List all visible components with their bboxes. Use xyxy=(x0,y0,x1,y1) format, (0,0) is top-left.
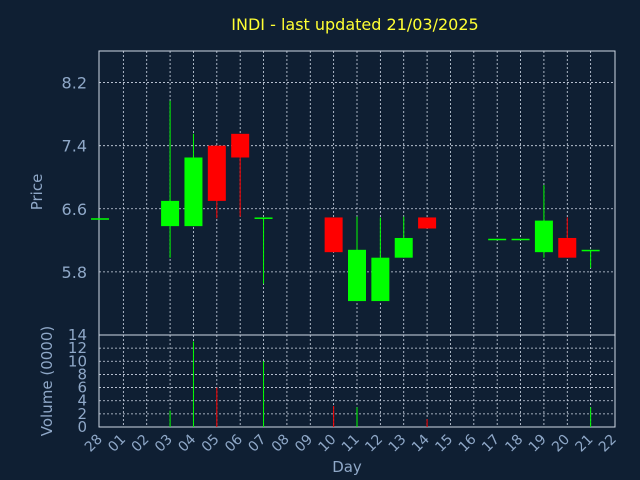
price-tick-label: 8.2 xyxy=(62,74,87,93)
day-tick-label: 18 xyxy=(502,432,526,456)
day-tick-label: 20 xyxy=(549,432,573,456)
volume-tick-label: 4 xyxy=(77,392,87,410)
price-tick-label: 7.4 xyxy=(62,137,87,156)
candle-body xyxy=(161,200,180,227)
chart-title: INDI - last updated 21/03/2025 xyxy=(231,15,478,34)
volume-tick-label: 14 xyxy=(68,326,87,344)
day-tick-label: 02 xyxy=(129,432,153,456)
volume-tick-label: 8 xyxy=(77,365,87,383)
day-tick-label: 22 xyxy=(596,432,620,456)
day-tick-label: 07 xyxy=(245,432,269,456)
candle-body xyxy=(371,257,390,302)
candle-body xyxy=(418,217,437,229)
candle-body xyxy=(254,217,273,219)
candle-body xyxy=(534,220,553,253)
day-tick-label: 04 xyxy=(175,431,199,455)
volume-axis-label: Volume (0000) xyxy=(38,326,56,436)
day-tick-label: 12 xyxy=(362,432,386,456)
price-tick-label: 6.6 xyxy=(62,200,87,219)
volume-bars xyxy=(169,341,592,427)
day-tick-label: 05 xyxy=(199,432,223,456)
volume-tick-label: 2 xyxy=(77,405,87,423)
day-tick-label: 03 xyxy=(152,432,176,456)
day-tick-label: 21 xyxy=(573,432,597,456)
candle-body xyxy=(207,145,226,201)
candle-body xyxy=(394,237,413,258)
day-tick-label: 17 xyxy=(479,432,503,456)
candle-body xyxy=(581,249,600,252)
day-tick-label: 19 xyxy=(526,432,550,456)
day-tick-label: 14 xyxy=(409,431,433,455)
price-candles xyxy=(91,100,600,302)
volume-tick-label: 6 xyxy=(77,379,87,397)
candle-body xyxy=(231,133,250,158)
price-tick-label: 5.8 xyxy=(62,263,87,282)
candle-body xyxy=(511,238,530,241)
day-tick-label: 16 xyxy=(456,431,480,455)
day-tick-label: 10 xyxy=(316,432,340,456)
day-tick-label: 13 xyxy=(386,432,410,456)
volume-tick-label: 0 xyxy=(77,418,87,436)
day-tick-label: 09 xyxy=(292,432,316,456)
day-tick-labels: 28 01 02 03 04 05 06 07 08 09 10 11 12 13 14 15 16 17 18 19… xyxy=(82,431,620,455)
candle-body xyxy=(91,218,109,220)
price-axis-label: Price xyxy=(28,174,46,211)
day-tick-label: 01 xyxy=(105,432,129,456)
candle-body xyxy=(558,237,577,258)
day-tick-label: 11 xyxy=(339,432,363,456)
day-tick-label: 08 xyxy=(269,432,293,456)
day-tick-label: 15 xyxy=(432,432,456,456)
x-axis-label: Day xyxy=(332,458,362,476)
price-tick-labels: 5.8 6.6 7.4 8.2 xyxy=(62,74,87,282)
candle-body xyxy=(324,217,343,253)
price-gridlines xyxy=(99,51,615,335)
candle-body xyxy=(348,249,366,302)
volume-tick-label: 10 xyxy=(68,352,87,370)
candle-body xyxy=(488,238,507,241)
candle-body xyxy=(184,157,203,227)
volume-tick-label: 12 xyxy=(68,339,87,357)
day-tick-label: 06 xyxy=(222,431,246,455)
